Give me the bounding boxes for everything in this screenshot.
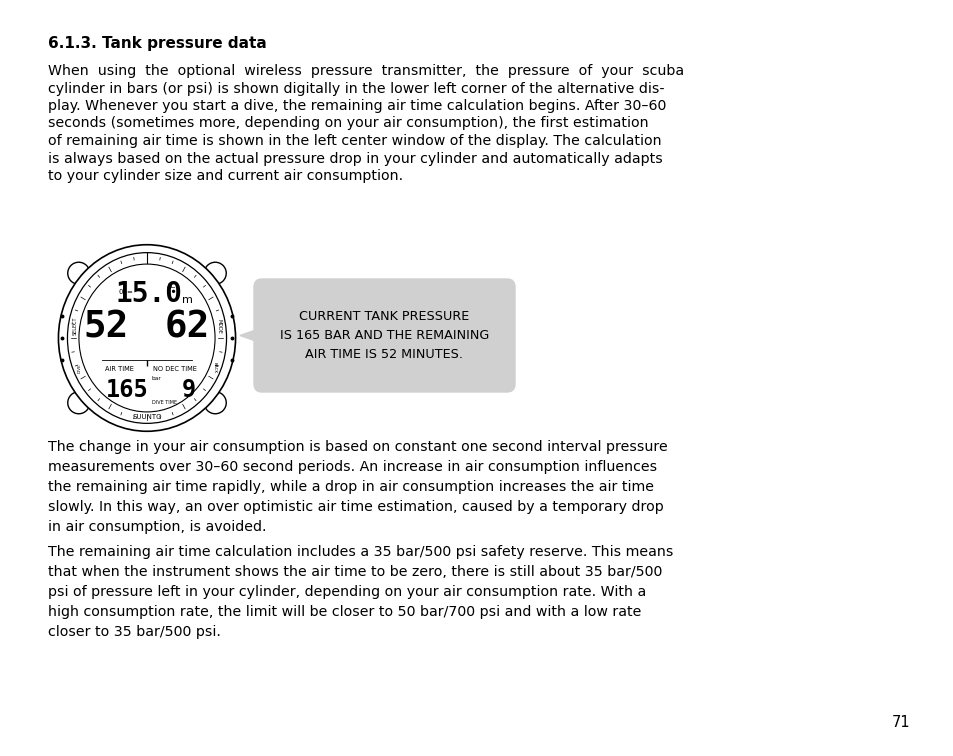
Ellipse shape xyxy=(204,262,226,284)
Text: 71: 71 xyxy=(890,715,909,730)
Text: DIVE TIME: DIVE TIME xyxy=(152,400,177,405)
Text: of remaining air time is shown in the left center window of the display. The cal: of remaining air time is shown in the le… xyxy=(48,134,661,148)
Text: is always based on the actual pressure drop in your cylinder and automatically a: is always based on the actual pressure d… xyxy=(48,151,662,166)
Text: When  using  the  optional  wireless  pressure  transmitter,  the  pressure  of : When using the optional wireless pressur… xyxy=(48,64,683,78)
FancyBboxPatch shape xyxy=(253,279,515,392)
Text: bar: bar xyxy=(152,376,162,381)
Text: AIR TIME: AIR TIME xyxy=(105,366,133,372)
Text: BACK: BACK xyxy=(212,362,216,373)
Ellipse shape xyxy=(68,392,90,414)
Ellipse shape xyxy=(68,262,90,284)
Text: seconds (sometimes more, depending on your air consumption), the first estimatio: seconds (sometimes more, depending on yo… xyxy=(48,116,648,131)
Text: MODE: MODE xyxy=(216,318,221,333)
Text: SELECT: SELECT xyxy=(72,317,77,335)
Text: cylinder in bars (or psi) is shown digitally in the lower left corner of the alt: cylinder in bars (or psi) is shown digit… xyxy=(48,82,664,95)
Text: DIVE: DIVE xyxy=(78,363,82,373)
Text: 6.1.3. Tank pressure data: 6.1.3. Tank pressure data xyxy=(48,36,267,51)
Text: 01=: 01= xyxy=(119,289,133,295)
Polygon shape xyxy=(240,321,280,349)
Text: 15.0: 15.0 xyxy=(115,280,182,308)
Ellipse shape xyxy=(204,392,226,414)
Text: 52: 52 xyxy=(84,310,129,346)
Text: 165: 165 xyxy=(106,378,149,402)
Text: CURRENT TANK PRESSURE
IS 165 BAR AND THE REMAINING
AIR TIME IS 52 MINUTES.: CURRENT TANK PRESSURE IS 165 BAR AND THE… xyxy=(279,311,489,361)
Ellipse shape xyxy=(58,245,235,431)
Text: The remaining air time calculation includes a 35 bar/500 psi safety reserve. Thi: The remaining air time calculation inclu… xyxy=(48,545,673,640)
Text: The change in your air consumption is based on constant one second interval pres: The change in your air consumption is ba… xyxy=(48,440,667,534)
Text: AC: AC xyxy=(167,283,176,289)
Text: SUUNTO: SUUNTO xyxy=(132,414,162,420)
Text: 62: 62 xyxy=(165,310,210,346)
Ellipse shape xyxy=(79,264,214,412)
Text: 9: 9 xyxy=(182,378,196,402)
Text: to your cylinder size and current air consumption.: to your cylinder size and current air co… xyxy=(48,169,403,183)
Ellipse shape xyxy=(68,253,226,423)
Text: m: m xyxy=(182,295,193,305)
Text: NO DEC TIME: NO DEC TIME xyxy=(152,366,196,372)
Text: play. Whenever you start a dive, the remaining air time calculation begins. Afte: play. Whenever you start a dive, the rem… xyxy=(48,99,666,113)
